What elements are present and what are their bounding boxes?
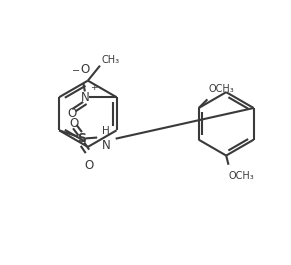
Text: O: O: [84, 158, 93, 171]
Text: CH₃: CH₃: [101, 55, 119, 65]
Text: OCH₃: OCH₃: [228, 171, 254, 181]
Text: N: N: [81, 91, 89, 104]
Text: +: +: [90, 83, 98, 92]
Text: H: H: [102, 126, 110, 136]
Text: OCH₃: OCH₃: [209, 85, 235, 94]
Text: O: O: [68, 107, 77, 120]
Text: S: S: [77, 132, 86, 145]
Text: O: O: [80, 63, 89, 76]
Text: N: N: [102, 139, 111, 152]
Text: O: O: [69, 117, 79, 130]
Text: −: −: [72, 66, 80, 76]
